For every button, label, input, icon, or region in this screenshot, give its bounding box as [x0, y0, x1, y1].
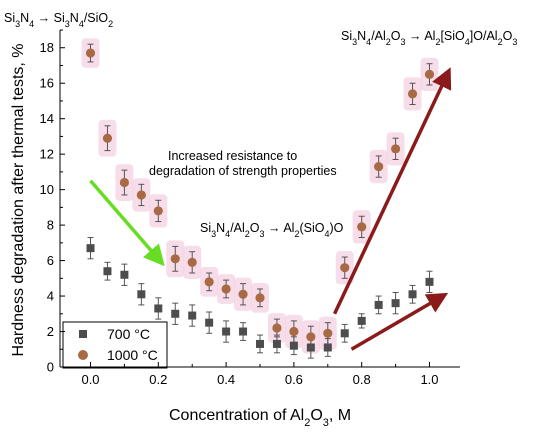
legend-marker-700: [79, 330, 87, 338]
data-point-1000: [238, 289, 248, 299]
data-point-1000: [407, 89, 418, 99]
data-point-700: [205, 318, 214, 327]
data-point-1000: [340, 263, 350, 273]
legend-box: [62, 321, 168, 369]
data-point-1000: [357, 222, 367, 232]
data-point-1000: [390, 144, 401, 154]
data-point-1000: [136, 190, 146, 200]
data-point-700: [239, 327, 248, 336]
annotation-resistance-line1: Increased resistance to: [168, 149, 297, 163]
data-point-700: [323, 343, 332, 352]
x-tick-label: 0.2: [149, 372, 167, 387]
annotation-right-top: Si3N4/Al2O3 → Al2[SiO4]O/Al2O3: [341, 29, 517, 47]
data-point-700: [188, 311, 197, 320]
data-point-1000: [102, 133, 113, 143]
data-point-700: [86, 244, 95, 253]
data-point-1000: [289, 326, 299, 337]
data-point-700: [154, 304, 163, 313]
data-point-700: [340, 329, 349, 338]
data-point-700: [256, 339, 264, 348]
y-tick-label: 12: [40, 147, 54, 162]
y-tick-label: 18: [40, 40, 54, 55]
data-point-700: [357, 316, 366, 325]
data-point-1000: [374, 161, 384, 172]
annotation-resistance-line2: degradation of strength properties: [149, 164, 337, 178]
y-tick-label: 10: [40, 182, 54, 197]
data-point-1000: [187, 257, 197, 267]
data-point-700: [425, 277, 434, 286]
data-point-1000: [153, 206, 163, 216]
trend-arrow-1: [332, 67, 452, 315]
data-point-1000: [221, 284, 231, 294]
data-point-700: [120, 270, 129, 279]
data-point-700: [103, 267, 112, 276]
data-point-1000: [170, 254, 180, 264]
legend-label-700: 700 °C: [107, 326, 150, 342]
y-tick-label: 14: [40, 111, 54, 126]
y-tick-label: 6: [47, 253, 54, 268]
data-point-700: [222, 327, 231, 336]
data-point-1000: [119, 177, 130, 188]
legend-marker-1000: [78, 350, 88, 360]
data-point-1000: [255, 293, 265, 303]
x-axis-label: Concentration of Al2O3, M: [169, 407, 351, 429]
annotation-left-top: Si3N4 → Si3N4/SiO2: [4, 11, 113, 29]
trend-arrow-2: [350, 292, 449, 351]
legend: 700 °C 1000 °C: [62, 321, 168, 369]
y-tick-label: 4: [47, 289, 54, 304]
data-point-1000: [306, 332, 316, 342]
y-tick-label: 16: [40, 76, 54, 91]
y-tick-label: 8: [47, 218, 54, 233]
y-tick-label: 2: [47, 324, 54, 339]
plot-area: 0 2 4 6 8 10 12 14 16 18 0.0 0.2 0.4 0.6 0.8 1.0: [40, 29, 460, 387]
x-tick-label: 0.6: [285, 372, 303, 387]
data-point-1000: [85, 48, 96, 58]
annotation-middle: Si3N4/Al2O3 → Al2(SiO4)O: [200, 221, 344, 239]
data-point-700: [272, 339, 281, 348]
x-tick-label: 0.8: [353, 372, 371, 387]
y-axis-label: Hardness degradation after thermal tests…: [10, 43, 27, 356]
data-point-700: [137, 290, 146, 299]
data-point-1000: [272, 323, 282, 333]
data-point-1000: [204, 277, 214, 287]
x-tick-label: 1.0: [420, 372, 438, 387]
trend-arrow-0: [89, 179, 165, 267]
x-tick-label: 0.0: [81, 372, 99, 387]
legend-label-1000: 1000 °C: [107, 347, 158, 363]
data-point-1000: [323, 328, 333, 338]
data-point-700: [289, 341, 298, 350]
data-point-700: [408, 290, 417, 299]
data-point-700: [391, 299, 400, 308]
data-point-700: [171, 309, 180, 318]
y-tick-label: 0: [47, 360, 54, 375]
x-tick-label: 0.4: [217, 372, 235, 387]
data-point-1000: [424, 69, 435, 79]
data-point-700: [374, 300, 383, 309]
